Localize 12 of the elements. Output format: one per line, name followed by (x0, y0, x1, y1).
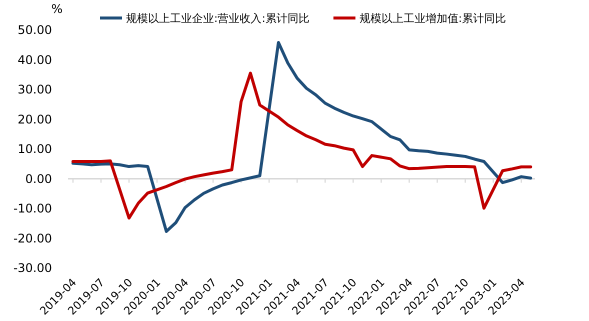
y-axis-title: % (51, 2, 63, 16)
y-tick-label: 10.00 (18, 142, 52, 156)
legend-label: 规模以上工业增加值:累计同比 (359, 12, 506, 25)
y-tick-label: 30.00 (18, 82, 52, 96)
y-tick-label: -10.00 (13, 202, 52, 216)
y-tick-label: 0.00 (25, 172, 52, 186)
y-tick-label: 40.00 (18, 52, 52, 67)
y-tick-label: -30.00 (13, 261, 52, 275)
legend-label: 规模以上工业企业:营业收入:累计同比 (126, 12, 310, 25)
y-tick-label: 20.00 (18, 112, 52, 126)
y-tick-label: -20.00 (13, 231, 52, 246)
y-tick-label: 50.00 (18, 23, 52, 37)
